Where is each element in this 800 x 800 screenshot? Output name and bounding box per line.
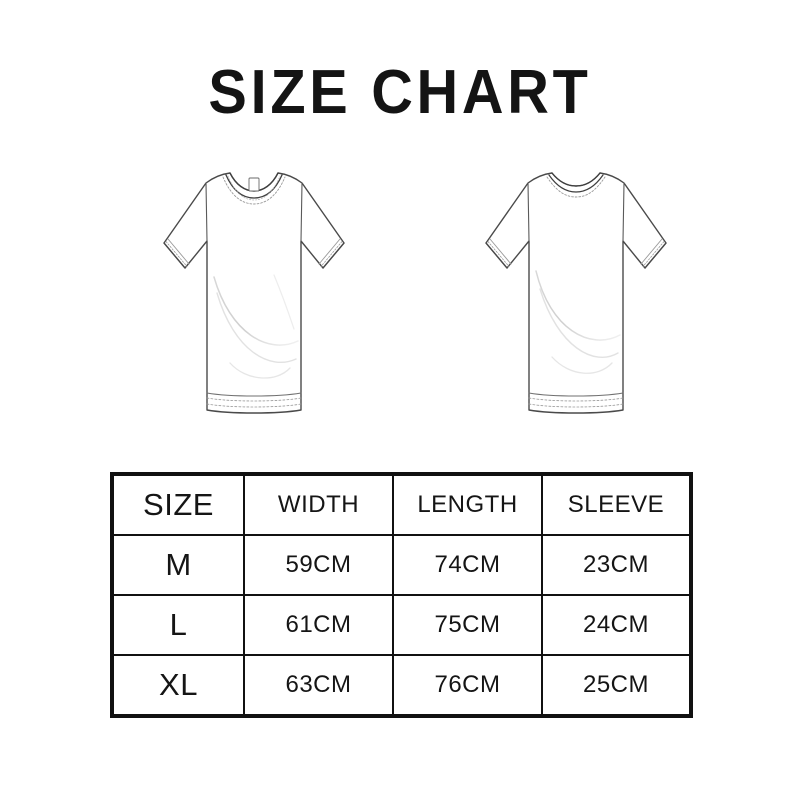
- column-header-size: SIZE: [111, 473, 245, 536]
- cell-size: L: [111, 594, 245, 656]
- column-header-length: LENGTH: [392, 473, 543, 536]
- cell-length: 74CM: [392, 534, 543, 596]
- cell-sleeve: 23CM: [541, 534, 692, 596]
- size-chart-table: SIZE WIDTH LENGTH SLEEVE M 59CM 74CM 23C…: [110, 472, 693, 718]
- table-row: L 61CM 75CM 24CM: [111, 594, 692, 656]
- page-title: SIZE CHART: [208, 58, 592, 127]
- neck-label-tag: [248, 177, 260, 192]
- cell-width: 59CM: [243, 534, 394, 596]
- cell-length: 75CM: [392, 594, 543, 656]
- cell-sleeve: 24CM: [541, 594, 692, 656]
- cell-width: 63CM: [243, 654, 394, 717]
- cell-size: M: [111, 534, 245, 596]
- column-header-width: WIDTH: [243, 473, 394, 536]
- table-row: M 59CM 74CM 23CM: [111, 534, 692, 596]
- table-header-row: SIZE WIDTH LENGTH SLEEVE: [111, 473, 692, 536]
- cell-sleeve: 25CM: [541, 654, 692, 717]
- tshirt-front-illustration: [118, 165, 363, 440]
- cell-length: 76CM: [392, 654, 543, 717]
- tshirt-back-illustration: [440, 165, 685, 440]
- column-header-sleeve: SLEEVE: [541, 473, 692, 536]
- table-row: XL 63CM 76CM 25CM: [111, 654, 692, 717]
- cell-size: XL: [111, 654, 245, 717]
- tshirt-illustrations: [0, 165, 800, 440]
- cell-width: 61CM: [243, 594, 394, 656]
